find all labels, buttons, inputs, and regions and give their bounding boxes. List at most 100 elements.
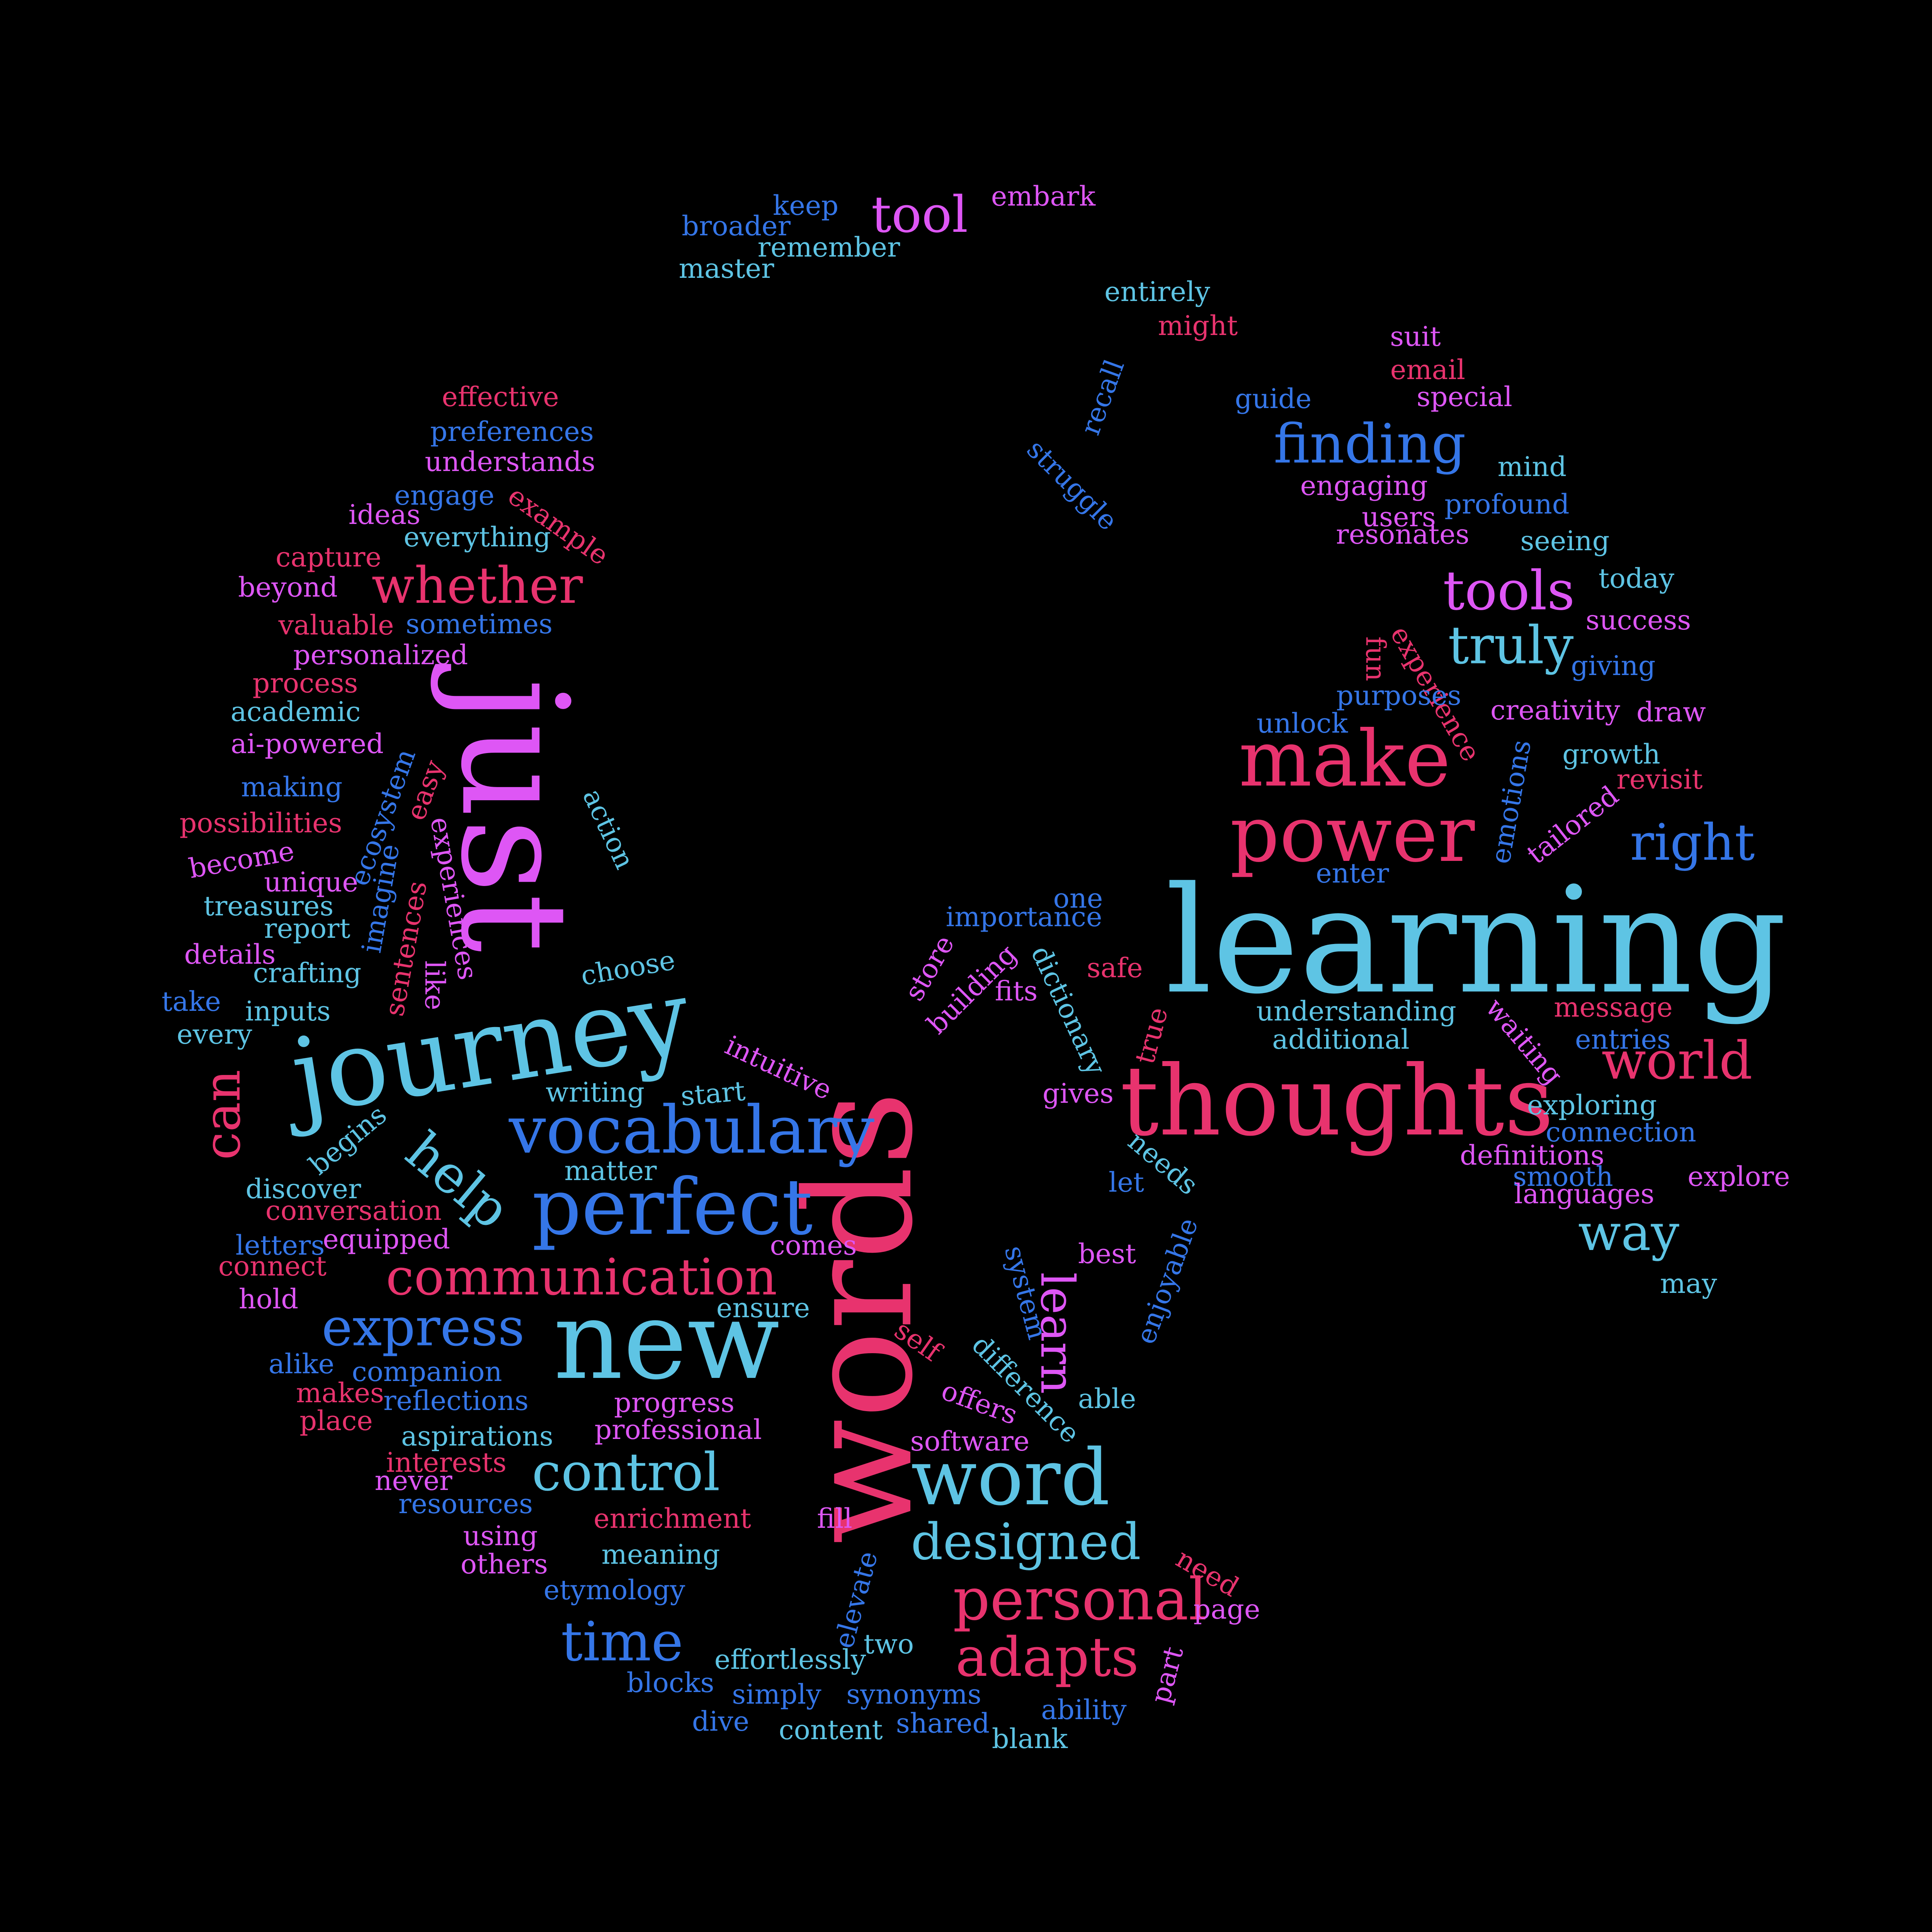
cloud-word: enrichment (594, 1503, 751, 1534)
cloud-word: fits (995, 975, 1038, 1007)
cloud-word: letters (235, 1230, 325, 1261)
cloud-word: adapts (955, 1626, 1139, 1689)
cloud-word: ideas (348, 499, 421, 531)
cloud-word: etymology (543, 1574, 685, 1606)
cloud-word: beyond (238, 571, 338, 603)
cloud-word: ai-powered (231, 728, 384, 760)
cloud-word: world (1601, 1030, 1753, 1091)
cloud-word: inputs (245, 995, 331, 1027)
cloud-word: engage (394, 480, 495, 511)
cloud-word: thoughts (1120, 1045, 1554, 1157)
cloud-word: place (299, 1405, 373, 1437)
cloud-word: exploring (1527, 1089, 1657, 1121)
cloud-word: conversation (265, 1195, 442, 1226)
cloud-word: simply (732, 1679, 821, 1710)
cloud-word: ensure (716, 1292, 810, 1324)
cloud-word: effortlessly (714, 1644, 866, 1675)
cloud-word: dive (692, 1706, 750, 1737)
cloud-word: control (532, 1442, 720, 1503)
cloud-word: process (252, 667, 358, 699)
cloud-word: message (1554, 992, 1673, 1023)
cloud-word: making (241, 771, 343, 803)
cloud-word: time (561, 1611, 684, 1673)
cloud-word: understands (425, 446, 595, 478)
cloud-word: email (1390, 354, 1466, 386)
cloud-word: may (1660, 1268, 1717, 1299)
cloud-word: reflections (383, 1385, 529, 1417)
cloud-word: mind (1497, 451, 1567, 483)
cloud-word: page (1193, 1594, 1260, 1625)
cloud-word: profound (1444, 488, 1570, 520)
cloud-word: alike (268, 1348, 335, 1380)
cloud-word: vocabulary (509, 1092, 875, 1168)
cloud-word: details (184, 939, 276, 970)
cloud-word: way (1578, 1203, 1680, 1262)
cloud-word: never (374, 1465, 452, 1497)
cloud-word: success (1585, 604, 1691, 636)
cloud-word: matter (564, 1155, 657, 1187)
cloud-word: keep (772, 190, 839, 221)
cloud-word: languages (1514, 1178, 1655, 1210)
cloud-word: ability (1041, 1694, 1127, 1726)
cloud-word: special (1417, 381, 1512, 413)
cloud-word: interests (386, 1447, 507, 1478)
cloud-word: suit (1390, 321, 1441, 352)
cloud-word: designed (911, 1512, 1141, 1571)
cloud-word: everything (403, 521, 551, 553)
cloud-word: part (1144, 1643, 1190, 1707)
cloud-word: perfect (532, 1162, 813, 1252)
cloud-word: sometimes (405, 608, 553, 640)
cloud-word: safe (1087, 952, 1143, 984)
cloud-word: blank (992, 1723, 1068, 1755)
cloud-word: finding (1274, 413, 1466, 476)
cloud-word: struggle (1020, 433, 1124, 537)
cloud-word: might (1158, 310, 1238, 342)
cloud-word: effective (442, 381, 559, 413)
cloud-word: new (553, 1278, 780, 1404)
cloud-word: makes (296, 1377, 384, 1409)
cloud-word: growth (1562, 738, 1660, 770)
cloud-word: revisit (1616, 764, 1703, 795)
cloud-word: express (321, 1297, 525, 1358)
cloud-word: smooth (1513, 1161, 1613, 1192)
cloud-word: hold (238, 1283, 299, 1315)
cloud-word: let (1109, 1167, 1144, 1198)
cloud-word: understanding (1256, 995, 1456, 1027)
cloud-word: shared (896, 1708, 990, 1739)
cloud-word: start (679, 1075, 747, 1112)
cloud-word: draw (1636, 696, 1706, 728)
cloud-word: entirely (1104, 276, 1210, 308)
cloud-word: meaning (601, 1539, 720, 1570)
cloud-word: giving (1571, 650, 1656, 682)
cloud-word: preferences (430, 416, 594, 447)
cloud-word: creativity (1490, 694, 1620, 726)
cloud-word: enter (1316, 857, 1389, 889)
cloud-word: using (463, 1520, 538, 1552)
cloud-word: possibilities (179, 807, 342, 839)
cloud-word: recall (1074, 355, 1131, 439)
cloud-word: unlock (1256, 707, 1348, 739)
cloud-word: tool (871, 185, 968, 244)
cloud-word: equipped (323, 1223, 450, 1255)
cloud-word: users (1362, 501, 1436, 533)
cloud-word: software (910, 1425, 1030, 1457)
cloud-word: communication (386, 1248, 777, 1306)
cloud-word: entries (1575, 1024, 1671, 1055)
cloud-word: treasures (203, 890, 334, 922)
cloud-word: aspirations (401, 1420, 553, 1452)
cloud-word: unique (264, 866, 358, 898)
cloud-word: definitions (1459, 1139, 1605, 1171)
cloud-word: whether (371, 556, 583, 615)
cloud-word: personal (953, 1566, 1207, 1633)
cloud-word: every (177, 1019, 252, 1050)
cloud-word: comes (770, 1230, 857, 1261)
cloud-word: resonates (1336, 519, 1469, 550)
cloud-word: writing (545, 1077, 645, 1108)
cloud-word: make (1238, 714, 1451, 804)
cloud-word: truly (1448, 615, 1574, 676)
cloud-word: valuable (278, 609, 394, 641)
cloud-word: able (1078, 1383, 1136, 1415)
cloud-word: seeing (1520, 525, 1610, 557)
cloud-word: progress (614, 1387, 735, 1418)
